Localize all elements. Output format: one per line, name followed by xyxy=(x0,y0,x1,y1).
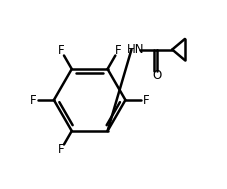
Text: F: F xyxy=(143,94,150,107)
Text: F: F xyxy=(30,94,36,107)
Text: O: O xyxy=(152,69,161,82)
Text: F: F xyxy=(58,143,64,156)
Text: HN: HN xyxy=(127,43,144,56)
Text: F: F xyxy=(115,44,121,57)
Text: F: F xyxy=(58,44,64,57)
